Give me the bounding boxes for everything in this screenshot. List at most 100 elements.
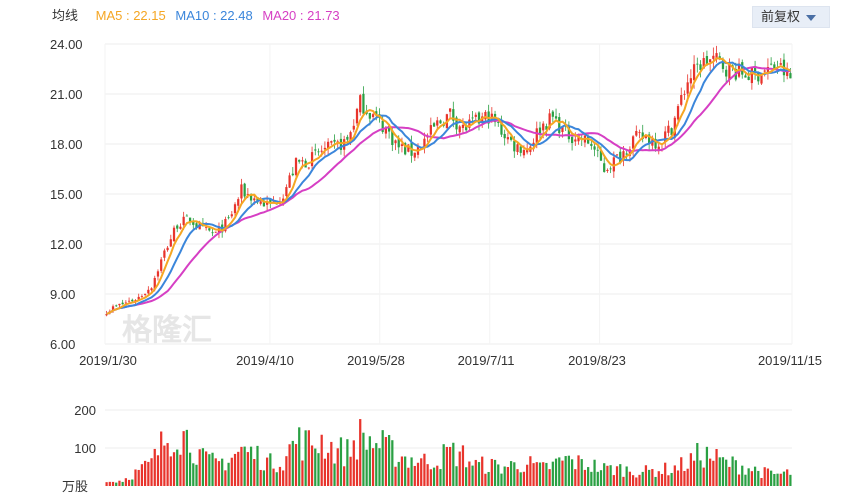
candle-body: [362, 93, 365, 114]
candle-body: [702, 58, 705, 69]
price-tick-label: 24.00: [50, 37, 83, 52]
volume-bar: [381, 430, 384, 486]
candle-body: [477, 112, 481, 124]
volume-bar: [359, 419, 362, 486]
adjust-dropdown-button[interactable]: 前复权: [752, 6, 830, 28]
candle-body: [368, 112, 371, 119]
candle-body: [330, 141, 333, 143]
volume-bar: [567, 455, 571, 486]
volume-bar: [596, 471, 599, 486]
candle-body: [192, 220, 195, 225]
candle-body: [436, 120, 439, 126]
volume-bar: [734, 460, 737, 486]
volume-bar: [118, 480, 121, 486]
volume-bar: [782, 471, 786, 486]
candle-body: [179, 226, 182, 229]
candle-body: [683, 93, 686, 95]
volume-bar: [442, 444, 445, 486]
volume-bar: [288, 444, 291, 486]
candle-body: [680, 95, 683, 105]
volume-bar: [509, 461, 513, 486]
candle-body: [352, 125, 355, 130]
volume-bar: [628, 471, 632, 486]
volume-bar: [526, 464, 529, 486]
candle-body: [615, 154, 619, 156]
volume-bar: [416, 462, 420, 486]
ma-legend: 均线 MA5 : 22.15 MA10 : 22.48 MA20 : 21.73: [52, 6, 346, 26]
volume-bar: [683, 470, 686, 486]
volume-bar: [259, 469, 262, 486]
volume-bar: [269, 453, 272, 486]
candle-body: [689, 78, 692, 84]
candle-body: [692, 64, 696, 81]
candle-body: [384, 127, 388, 134]
volume-bar: [144, 460, 147, 486]
volume-bar: [516, 469, 519, 486]
ma10-line: [106, 60, 791, 315]
volume-bar: [423, 453, 426, 486]
volume-bar: [439, 469, 442, 486]
candle-body: [118, 303, 121, 306]
candle-body: [773, 64, 776, 70]
volume-bar: [644, 465, 648, 486]
candle-body: [558, 117, 561, 134]
volume-bar: [195, 464, 198, 486]
candle-body: [320, 150, 323, 152]
volume-bar: [249, 446, 253, 486]
volume-bar: [635, 477, 638, 486]
candle-body: [548, 113, 551, 129]
candle-body: [349, 132, 352, 141]
volume-bar: [506, 467, 510, 486]
candle-body: [625, 153, 628, 155]
candle-body: [577, 135, 580, 142]
candle-body: [574, 139, 577, 142]
volume-bar: [185, 429, 188, 486]
volume-bar: [747, 468, 750, 486]
candle-body: [333, 139, 336, 142]
candle-body: [205, 227, 208, 229]
date-tick-label: 2019/1/30: [79, 353, 137, 368]
date-axis: 2019/1/30 2019/4/10 2019/5/28 2019/7/11 2019…: [79, 353, 822, 368]
candle-body: [497, 122, 500, 123]
volume-bar: [420, 458, 423, 486]
volume-bar: [741, 465, 744, 486]
candle-body: [631, 136, 635, 149]
candle-body: [375, 111, 378, 116]
volume-bar: [654, 476, 657, 486]
candle-body: [326, 141, 330, 149]
volume-bar: [728, 466, 731, 486]
volume-bar: [339, 437, 343, 486]
volume-bar: [243, 446, 246, 486]
volume-bar: [326, 452, 330, 486]
candle-body: [750, 67, 753, 84]
price-axis: 6.00 9.00 12.00 15.00 18.00 21.00 24.00: [50, 37, 83, 352]
volume-bar: [590, 471, 593, 486]
volume-tick-label: 200: [74, 403, 96, 418]
grid-lines: [104, 43, 793, 449]
volume-bar: [468, 461, 471, 486]
volume-bar: [766, 468, 770, 486]
volume-bar: [753, 466, 757, 486]
volume-bar: [355, 459, 359, 486]
volume-bar: [603, 463, 606, 486]
volume-bar: [404, 456, 407, 486]
candle-body: [246, 193, 249, 196]
volume-bar: [368, 436, 371, 486]
price-tick-label: 15.00: [50, 187, 83, 202]
candle-body: [468, 119, 471, 128]
candle-body: [294, 158, 298, 176]
volume-bar: [648, 469, 651, 486]
volume-bar: [500, 473, 503, 486]
candle-body: [339, 138, 343, 150]
volume-bar: [153, 448, 156, 486]
volume-bar: [301, 460, 304, 486]
volume-bar: [182, 431, 185, 486]
volume-bar: [779, 473, 782, 486]
candle-body: [314, 149, 317, 151]
volume-bar: [487, 471, 490, 486]
candle-body: [465, 125, 468, 131]
volume-axis: 100 200 万股: [62, 403, 96, 494]
candle-body: [753, 66, 757, 72]
candle-body: [105, 313, 108, 316]
candle-body: [522, 150, 526, 156]
